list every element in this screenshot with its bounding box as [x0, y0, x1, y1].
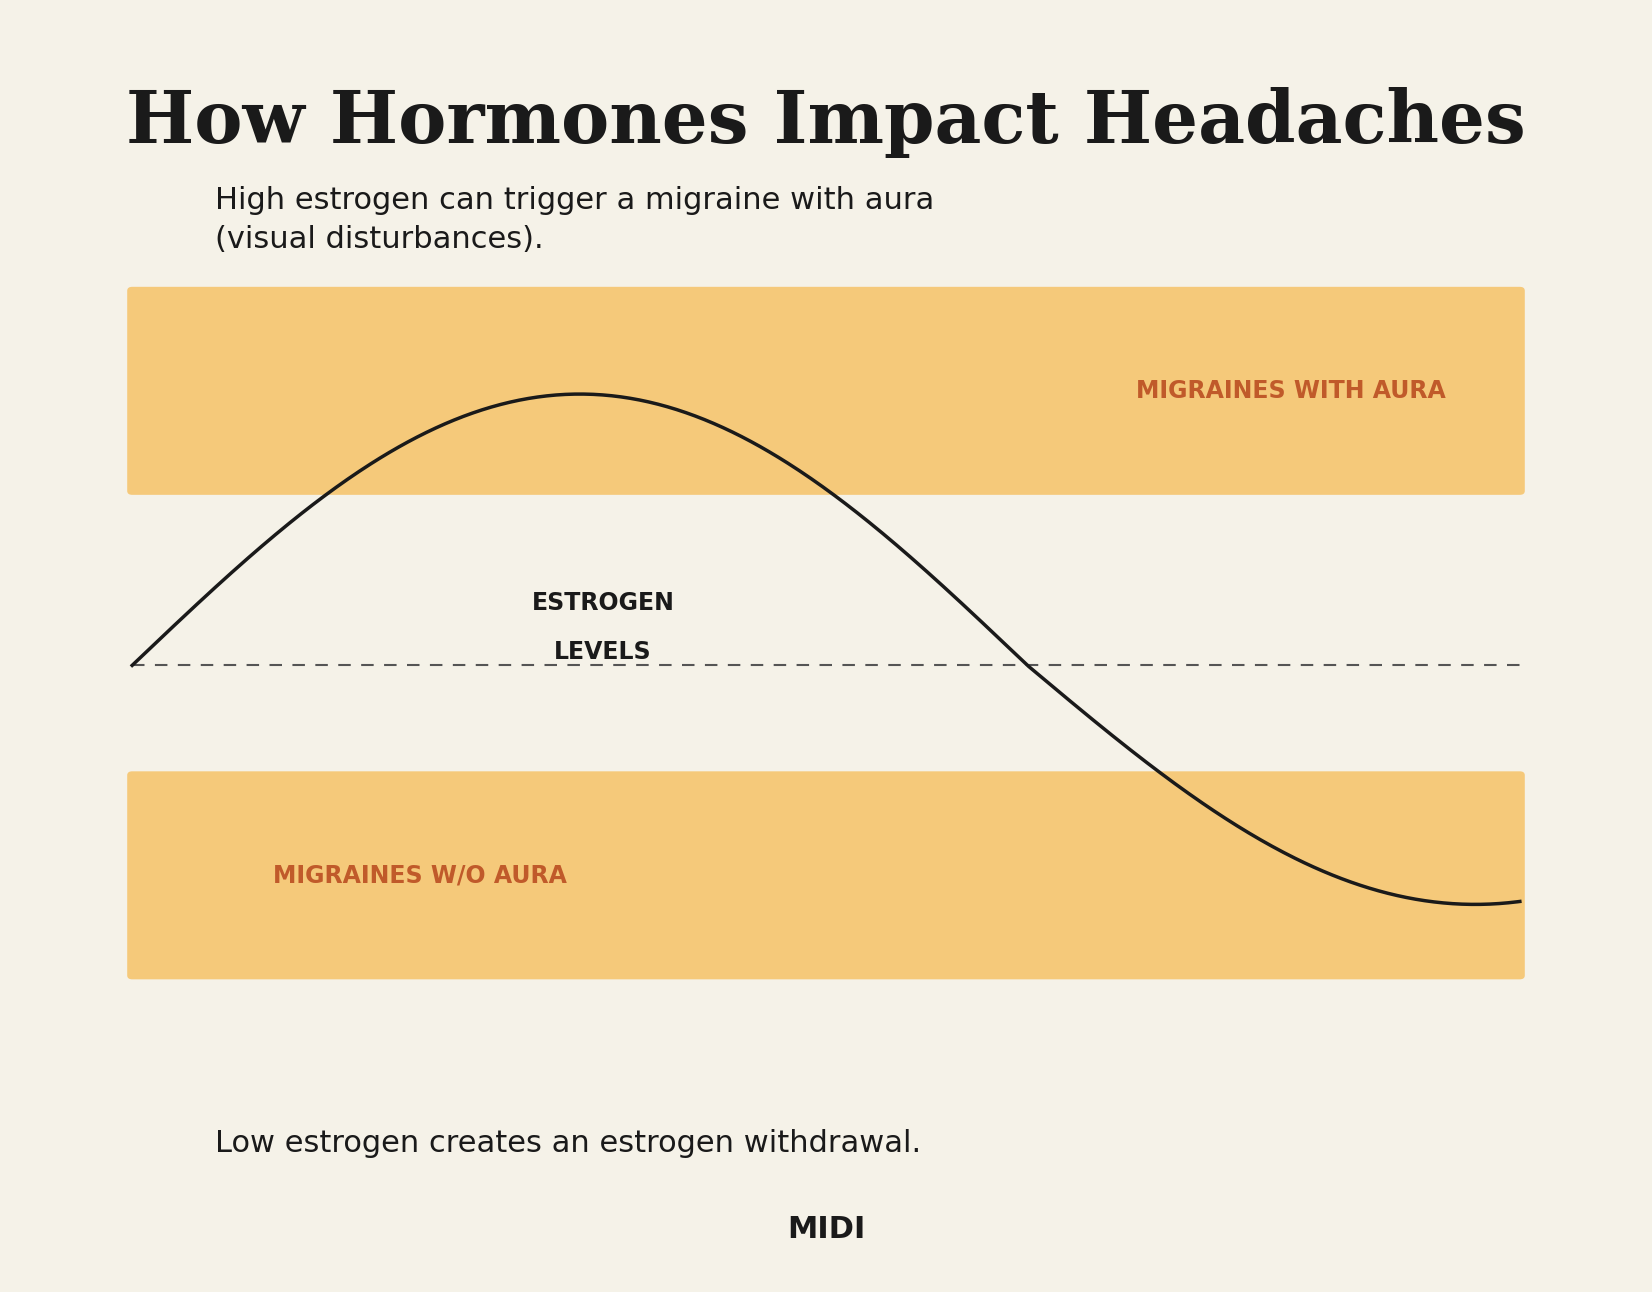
- Text: High estrogen can trigger a migraine with aura: High estrogen can trigger a migraine wit…: [215, 186, 933, 214]
- Text: LEVELS: LEVELS: [553, 641, 653, 664]
- FancyBboxPatch shape: [127, 287, 1525, 495]
- Text: MIDI: MIDI: [786, 1216, 866, 1244]
- Text: ESTROGEN: ESTROGEN: [532, 592, 674, 615]
- FancyBboxPatch shape: [127, 771, 1525, 979]
- Text: MIGRAINES W/O AURA: MIGRAINES W/O AURA: [273, 863, 567, 888]
- Text: How Hormones Impact Headaches: How Hormones Impact Headaches: [126, 88, 1526, 158]
- Text: Low estrogen creates an estrogen withdrawal.: Low estrogen creates an estrogen withdra…: [215, 1129, 920, 1158]
- Text: MIGRAINES WITH AURA: MIGRAINES WITH AURA: [1137, 379, 1446, 403]
- Text: (visual disturbances).: (visual disturbances).: [215, 225, 544, 253]
